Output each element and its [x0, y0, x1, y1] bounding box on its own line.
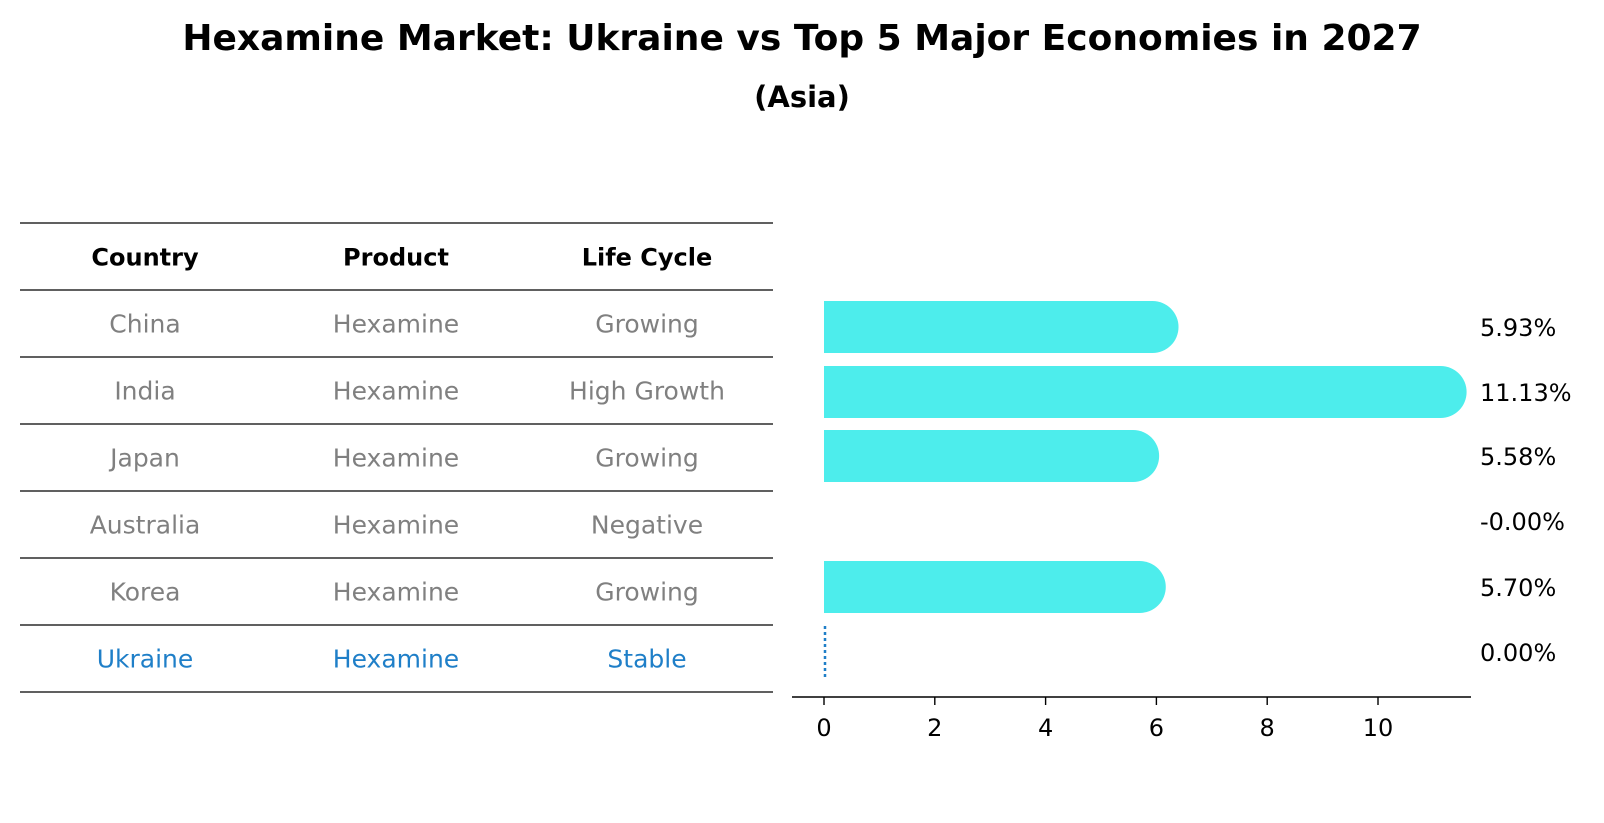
- cell-life-cycle: Growing: [595, 578, 699, 607]
- bar-japan: [824, 430, 1160, 482]
- cell-country: China: [109, 310, 180, 339]
- cell-life-cycle: Growing: [595, 444, 699, 473]
- data-table: Country Product Life Cycle China Hexamine Gro…: [20, 222, 773, 693]
- cell-life-cycle: Stable: [607, 645, 686, 674]
- x-tick-label: 8: [1260, 714, 1275, 742]
- cell-product: Hexamine: [333, 444, 459, 473]
- cell-country: Japan: [108, 444, 180, 473]
- header-country: Country: [91, 244, 199, 272]
- cell-life-cycle: Negative: [591, 511, 703, 540]
- chart-title: Hexamine Market: Ukraine vs Top 5 Major …: [182, 18, 1422, 59]
- x-tick-label: 2: [927, 714, 942, 742]
- header-life-cycle: Life Cycle: [582, 244, 713, 272]
- bar-india: [824, 366, 1467, 418]
- header-product: Product: [343, 244, 449, 272]
- x-tick-label: 0: [816, 714, 831, 742]
- cell-product: Hexamine: [333, 578, 459, 607]
- value-label-china: 5.93%: [1480, 314, 1556, 342]
- bar-chart: 5.93% 11.13% 5.58% -0.00% 5.70% 0.00% 0 2 4 6 8 10: [792, 301, 1572, 742]
- value-label-ukraine: 0.00%: [1480, 639, 1556, 667]
- bar-china: [824, 301, 1179, 353]
- value-label-india: 11.13%: [1480, 379, 1572, 407]
- cell-country: India: [114, 377, 175, 406]
- bar-korea: [824, 561, 1166, 613]
- cell-country: Australia: [90, 511, 201, 540]
- cell-product: Hexamine: [333, 645, 459, 674]
- cell-product: Hexamine: [333, 511, 459, 540]
- x-tick-label: 4: [1038, 714, 1053, 742]
- value-label-korea: 5.70%: [1480, 574, 1556, 602]
- cell-life-cycle: Growing: [595, 310, 699, 339]
- cell-product: Hexamine: [333, 310, 459, 339]
- chart-subtitle: (Asia): [754, 80, 850, 114]
- cell-product: Hexamine: [333, 377, 459, 406]
- value-label-japan: 5.58%: [1480, 443, 1556, 471]
- value-label-australia: -0.00%: [1480, 508, 1565, 536]
- x-tick-label: 10: [1363, 714, 1394, 742]
- cell-country: Korea: [110, 578, 181, 607]
- cell-life-cycle: High Growth: [569, 377, 725, 406]
- cell-country: Ukraine: [97, 645, 194, 674]
- x-tick-label: 6: [1149, 714, 1164, 742]
